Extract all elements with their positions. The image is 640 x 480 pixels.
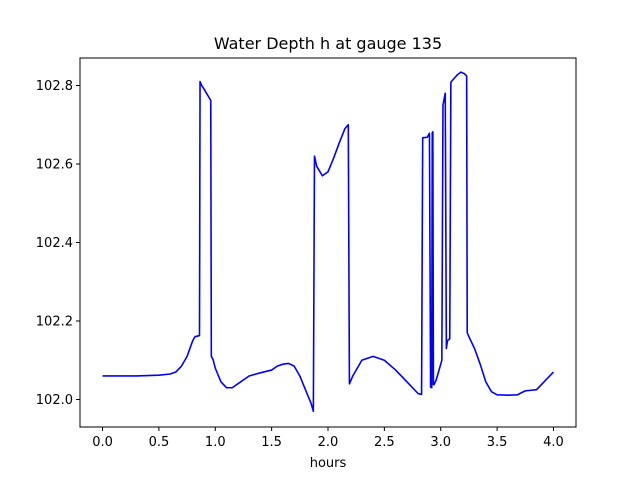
x-tick-label: 0.5	[149, 435, 170, 450]
x-tick-label: 2.0	[318, 435, 339, 450]
x-tick-label: 2.5	[374, 435, 395, 450]
x-tick-label: 1.0	[205, 435, 226, 450]
chart-title: Water Depth h at gauge 135	[214, 34, 442, 53]
y-tick-label: 102.8	[36, 79, 73, 94]
x-axis: 0.0 0.5 1.0 1.5 2.0 2.5 3.0 3.5 4.0	[92, 427, 564, 450]
x-tick-label: 0.0	[92, 435, 113, 450]
plot-frame	[79, 57, 577, 428]
series-line-0	[102, 71, 555, 413]
x-axis-label: hours	[310, 456, 347, 471]
y-tick-label: 102.4	[36, 236, 73, 251]
y-axis: 102.0 102.2 102.4 102.6 102.8	[36, 79, 80, 408]
x-tick-label: 4.0	[543, 435, 564, 450]
x-tick-label: 3.0	[430, 435, 451, 450]
y-tick-label: 102.2	[36, 315, 73, 330]
x-tick-label: 1.5	[261, 435, 282, 450]
x-tick-label: 3.5	[487, 435, 508, 450]
plot-area	[102, 71, 555, 413]
y-tick-label: 102.0	[36, 393, 73, 408]
y-tick-label: 102.6	[36, 157, 73, 172]
